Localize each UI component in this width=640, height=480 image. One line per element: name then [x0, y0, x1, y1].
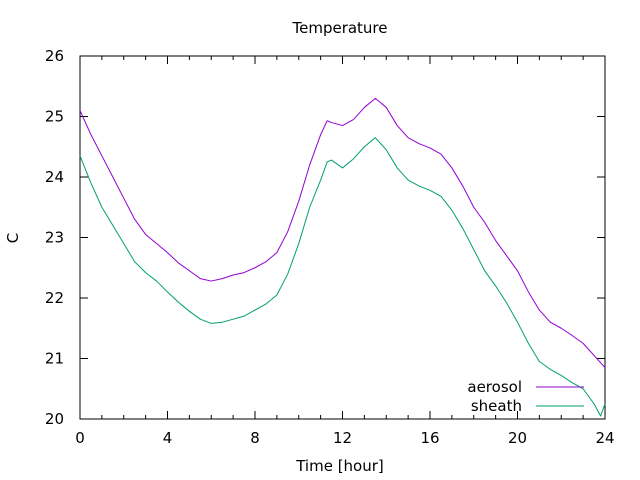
y-tick-label: 21 — [45, 350, 64, 368]
y-tick-label: 22 — [45, 289, 64, 307]
x-tick-label: 4 — [163, 429, 173, 447]
x-tick-label: 12 — [333, 429, 352, 447]
y-tick-label: 20 — [45, 410, 64, 428]
y-tick-label: 23 — [45, 229, 64, 247]
x-tick-label: 20 — [508, 429, 527, 447]
x-tick-label: 24 — [595, 429, 614, 447]
x-tick-label: 0 — [75, 429, 85, 447]
y-axis-label: C — [4, 233, 22, 243]
legend-label-aerosol: aerosol — [467, 378, 522, 396]
series-line-aerosol — [79, 97, 606, 368]
axis-tick-labels: 0 4 8 12 16 20 24 20 21 22 23 24 25 26 — [45, 47, 615, 447]
plot-frame — [79, 55, 606, 420]
legend-label-sheath: sheath — [471, 397, 522, 415]
chart-title: Temperature — [291, 19, 387, 37]
series-line-sheath — [79, 137, 606, 417]
axis-ticks — [79, 55, 606, 420]
y-tick-label: 24 — [45, 168, 64, 186]
y-tick-label: 25 — [45, 108, 64, 126]
x-tick-label: 8 — [250, 429, 260, 447]
y-tick-label: 26 — [45, 47, 64, 65]
x-tick-label: 16 — [420, 429, 439, 447]
x-axis-label: Time [hour] — [295, 457, 384, 475]
series-lines — [79, 97, 606, 417]
